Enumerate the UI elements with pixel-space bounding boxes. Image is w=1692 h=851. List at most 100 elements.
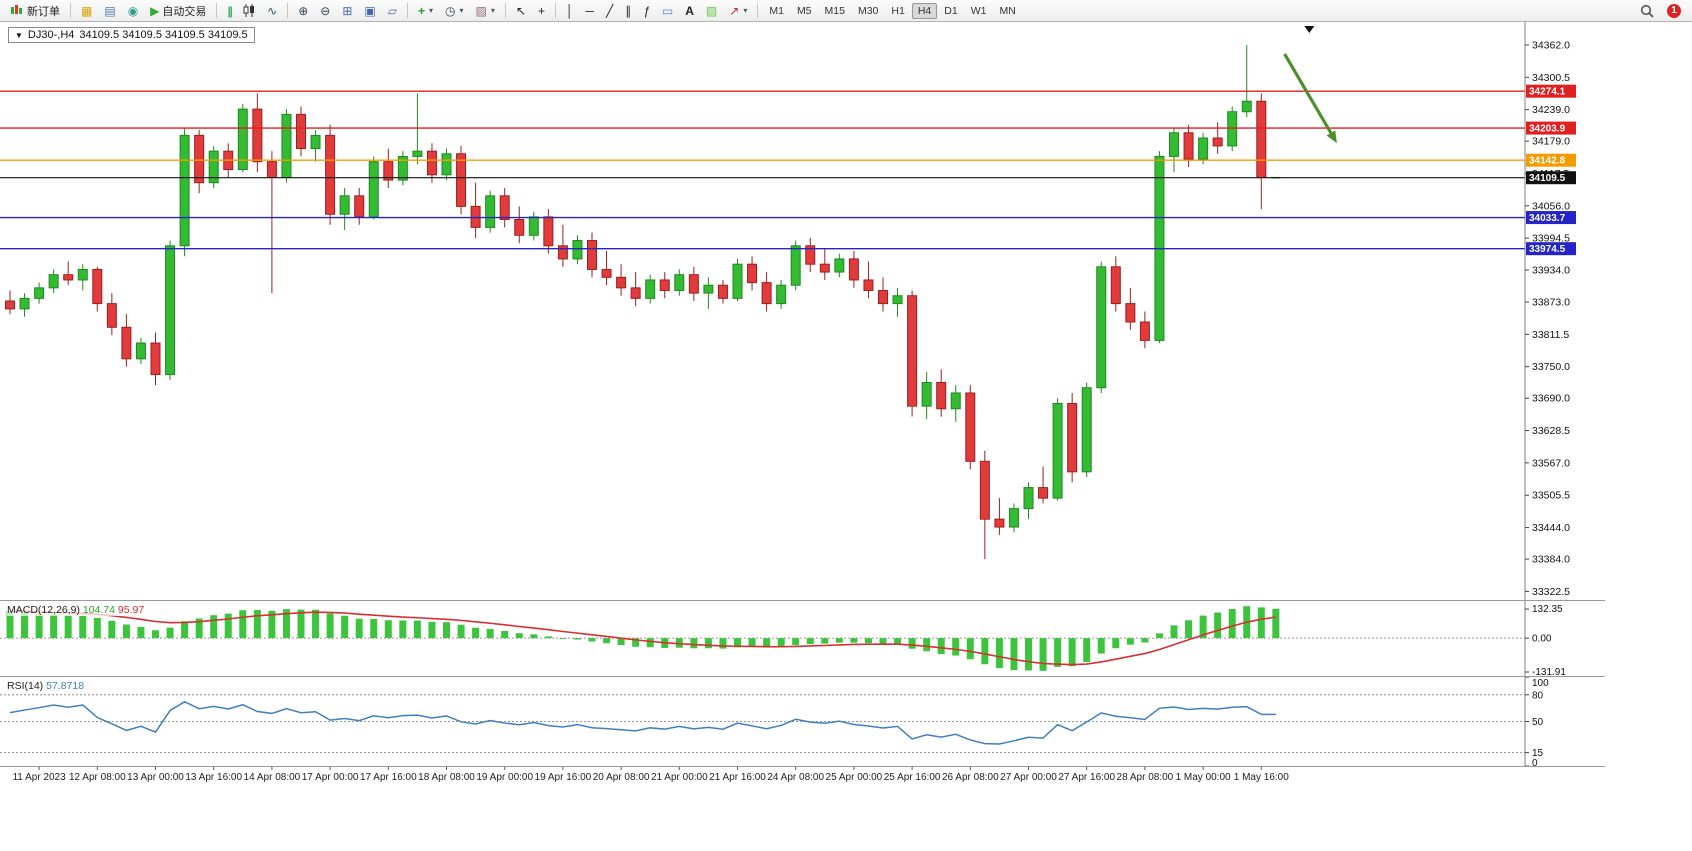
timeframe-w1-button[interactable]: W1 xyxy=(970,4,987,17)
timeframe-d1-button[interactable]: D1 xyxy=(944,4,958,17)
separator xyxy=(554,3,556,18)
svg-text:33444.0: 33444.0 xyxy=(1532,522,1570,534)
vertical-line-tool-button[interactable]: │ xyxy=(561,1,579,21)
svg-text:21 Apr 00:00: 21 Apr 00:00 xyxy=(651,772,708,783)
svg-text:80: 80 xyxy=(1532,690,1544,701)
market-watch-button[interactable]: ▦ xyxy=(76,1,97,21)
crosshair-button[interactable]: + xyxy=(533,1,550,21)
price-axis[interactable]: 34362.034300.534239.034179.034117.534056… xyxy=(1524,22,1576,769)
profiles-button[interactable]: ▤ xyxy=(99,1,120,21)
search-icon xyxy=(1640,4,1654,18)
clock-icon: ◷ xyxy=(445,3,456,18)
text-tool-button[interactable]: A xyxy=(680,1,699,21)
timeframe-m5-button[interactable]: M5 xyxy=(796,4,812,17)
notification-badge[interactable]: 1 xyxy=(1667,3,1681,18)
candlestick-chart-button[interactable] xyxy=(238,1,260,21)
refresh-button[interactable]: ◉ xyxy=(123,1,143,21)
svg-text:-131.91: -131.91 xyxy=(1532,667,1566,678)
new-order-icon xyxy=(11,5,22,14)
chart-symbol-period: DJ30-,H4 xyxy=(27,29,75,41)
svg-text:33690.0: 33690.0 xyxy=(1532,393,1570,405)
line-chart-button[interactable]: ∿ xyxy=(262,1,282,21)
svg-text:100: 100 xyxy=(1532,678,1549,689)
zoom-out-button[interactable]: ⊖ xyxy=(315,1,335,21)
svg-text:33322.5: 33322.5 xyxy=(1532,586,1570,598)
svg-text:34274.1: 34274.1 xyxy=(1529,87,1566,98)
cascade-windows-icon: ▣ xyxy=(364,3,376,18)
chevron-down-icon: ▾ xyxy=(429,6,434,15)
zoom-out-icon: ⊖ xyxy=(320,3,331,18)
timeframe-h1-button[interactable]: H1 xyxy=(891,4,905,17)
svg-text:18 Apr 08:00: 18 Apr 08:00 xyxy=(418,772,475,783)
svg-text:132.35: 132.35 xyxy=(1532,604,1563,615)
svg-text:34109.5: 34109.5 xyxy=(1529,173,1566,184)
timeframe-h4-button[interactable]: H4 xyxy=(911,2,938,19)
svg-text:34239.0: 34239.0 xyxy=(1532,104,1570,116)
profiles-icon: ▤ xyxy=(104,3,116,18)
new-order-button[interactable]: 新订单 xyxy=(5,1,65,21)
svg-text:17 Apr 16:00: 17 Apr 16:00 xyxy=(360,772,417,783)
cursor-button[interactable]: ↖ xyxy=(511,1,531,21)
indicators-button[interactable]: + ▾ xyxy=(413,1,438,21)
templates-button[interactable]: ▨ ▾ xyxy=(471,1,500,21)
svg-text:33974.5: 33974.5 xyxy=(1529,244,1566,255)
text-label-icon: ▧ xyxy=(705,3,718,18)
shapes-tool-button[interactable]: ▭ xyxy=(657,1,678,21)
chart-shift-marker[interactable] xyxy=(1304,26,1315,33)
new-order-label: 新订单 xyxy=(27,5,60,18)
svg-text:24 Apr 08:00: 24 Apr 08:00 xyxy=(767,772,824,783)
tile-windows-button[interactable]: ⊞ xyxy=(337,1,357,21)
horizontal-line-tool-button[interactable]: ─ xyxy=(580,1,599,21)
channel-icon: ∥ xyxy=(625,3,632,18)
zoom-in-button[interactable]: ⊕ xyxy=(293,1,313,21)
candlestick-chart-icon xyxy=(243,4,255,17)
svg-text:21 Apr 16:00: 21 Apr 16:00 xyxy=(709,772,766,783)
refresh-icon: ◉ xyxy=(127,3,139,18)
channel-tool-button[interactable]: ∥ xyxy=(620,1,636,21)
search-button[interactable] xyxy=(1635,1,1659,21)
chevron-down-icon: ▾ xyxy=(490,6,495,15)
crosshair-icon: + xyxy=(537,3,545,18)
trendline-tool-button[interactable]: ╱ xyxy=(601,1,618,21)
separator xyxy=(216,3,218,18)
arrange-windows-button[interactable]: ▱ xyxy=(383,1,402,21)
fibonacci-tool-button[interactable]: ƒ xyxy=(638,1,655,21)
main-price-panel[interactable] xyxy=(0,26,1525,560)
arrows-tool-button[interactable]: ↗ ▾ xyxy=(724,1,752,21)
svg-text:34203.9: 34203.9 xyxy=(1529,124,1566,135)
svg-text:20 Apr 08:00: 20 Apr 08:00 xyxy=(593,772,650,783)
auto-trading-button[interactable]: ▶ 自动交易 xyxy=(145,1,211,21)
rsi-value: 57.8718 xyxy=(46,680,85,692)
chart-ohlc-title[interactable]: ▼ DJ30-,H4 34109.5 34109.5 34109.5 34109… xyxy=(8,27,255,43)
rsi-panel[interactable] xyxy=(0,694,1525,754)
periods-button[interactable]: ◷ ▾ xyxy=(440,1,469,21)
svg-text:28 Apr 08:00: 28 Apr 08:00 xyxy=(1117,772,1174,783)
indicators-icon: + xyxy=(418,3,426,18)
bar-chart-button[interactable]: || | xyxy=(222,1,236,21)
shapes-icon: ▭ xyxy=(661,3,674,18)
annotation-arrow[interactable] xyxy=(1283,53,1335,138)
fibonacci-icon: ƒ xyxy=(643,3,650,18)
svg-text:17 Apr 00:00: 17 Apr 00:00 xyxy=(302,772,359,783)
line-chart-icon: ∿ xyxy=(267,3,278,18)
cursor-icon: ↖ xyxy=(515,3,526,18)
svg-text:34179.0: 34179.0 xyxy=(1532,136,1570,148)
svg-text:33384.0: 33384.0 xyxy=(1532,554,1570,566)
timeframe-mn-button[interactable]: MN xyxy=(999,4,1016,17)
timeframe-m30-button[interactable]: M30 xyxy=(857,4,879,17)
macd-panel[interactable] xyxy=(0,606,1525,671)
timeframe-group: M1 M5 M15 M30 H1 H4 D1 W1 MN xyxy=(763,2,1021,19)
arrow-symbol-icon: ↗ xyxy=(729,3,740,18)
horizontal-line-icon: ─ xyxy=(585,3,594,18)
svg-text:26 Apr 08:00: 26 Apr 08:00 xyxy=(942,772,999,783)
timeframe-m15-button[interactable]: M15 xyxy=(824,4,845,17)
text-label-tool-button[interactable]: ▧ xyxy=(701,1,722,21)
macd-indicator-label: MACD(12,26,9) 104.74 95.97 xyxy=(7,604,145,616)
svg-text:33567.0: 33567.0 xyxy=(1532,457,1570,469)
cascade-windows-button[interactable]: ▣ xyxy=(359,1,380,21)
chart-dropdown-icon[interactable]: ▼ xyxy=(15,30,23,40)
annotation-arrowhead xyxy=(1326,130,1337,144)
timeframe-m1-button[interactable]: M1 xyxy=(769,4,784,17)
time-axis[interactable]: 11 Apr 2023 12 Apr 08:00 13 Apr 00:00 13 Ap… xyxy=(12,766,1289,783)
